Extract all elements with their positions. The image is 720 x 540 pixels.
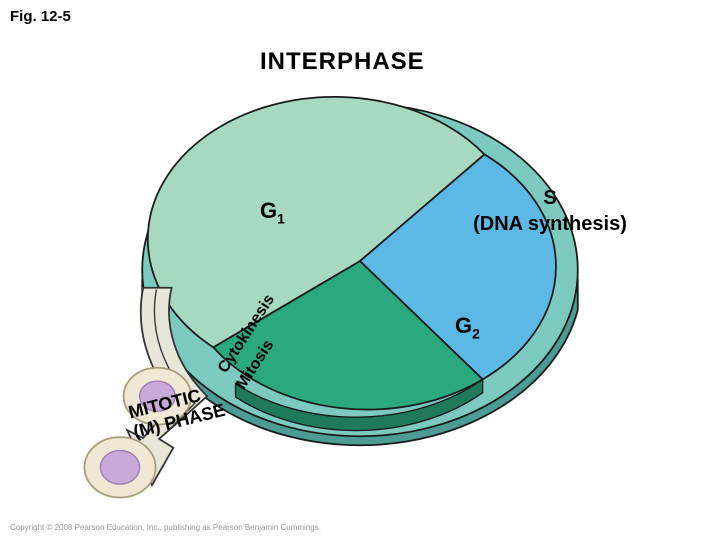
cell-2 xyxy=(84,437,155,497)
g2-text: G xyxy=(455,313,472,338)
copyright: Copyright © 2008 Pearson Education, Inc.… xyxy=(10,523,321,532)
s-text: S xyxy=(543,187,556,209)
g1-label: G1 xyxy=(260,198,285,226)
g2-sub: 2 xyxy=(472,325,480,341)
s-label: S (DNA synthesis) xyxy=(460,185,640,237)
g2-label: G2 xyxy=(455,313,480,341)
g1-sub: 1 xyxy=(277,210,285,226)
g1-text: G xyxy=(260,198,277,223)
s-sublabel: (DNA synthesis) xyxy=(473,213,627,235)
figure-label: Fig. 12-5 xyxy=(10,8,71,25)
interphase-title: INTERPHASE xyxy=(260,48,425,76)
